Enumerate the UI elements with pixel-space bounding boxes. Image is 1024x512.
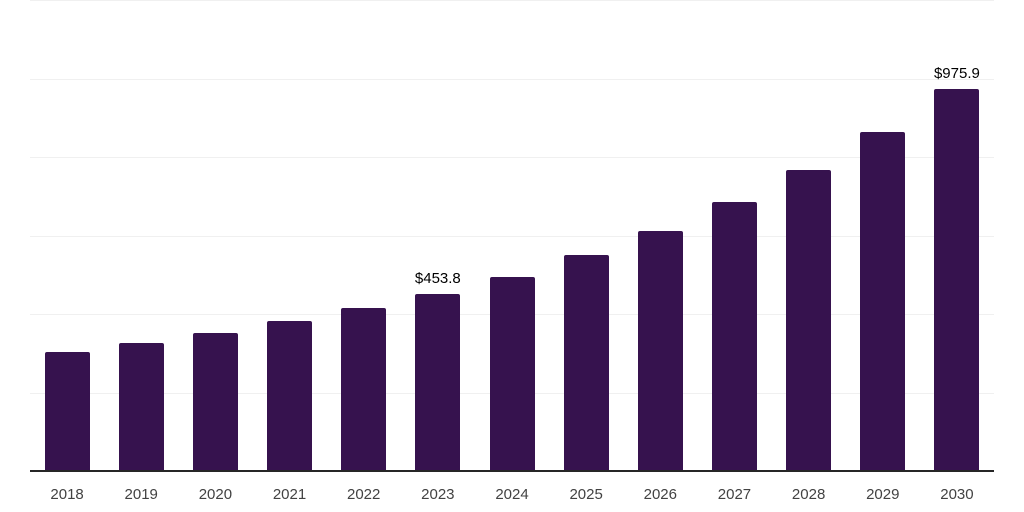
bar-2022 — [341, 307, 387, 472]
bar-2025 — [563, 255, 609, 472]
x-axis-label: 2029 — [866, 486, 900, 503]
x-axis-label: 2021 — [272, 486, 307, 503]
bar-value-label: $975.9 — [933, 64, 980, 82]
x-axis-label: 2030 — [940, 486, 974, 503]
bar-2026 — [637, 231, 683, 472]
x-axis-label: 2018 — [50, 486, 84, 503]
bar-2030 — [934, 88, 980, 472]
x-axis-label: 2022 — [347, 486, 381, 503]
x-axis-label: 2020 — [198, 486, 233, 503]
gridline — [30, 0, 994, 1]
x-axis-label: 2027 — [717, 486, 752, 503]
bar-2019 — [118, 343, 164, 472]
x-axis-label: 2025 — [569, 486, 603, 503]
bar-2018 — [44, 352, 90, 472]
gridline — [30, 235, 994, 237]
x-axis-label: 2026 — [643, 486, 677, 503]
x-axis-label: 2023 — [421, 486, 455, 503]
bar-2020 — [192, 333, 238, 472]
bar-2027 — [711, 201, 757, 472]
bar-2029 — [860, 131, 906, 472]
plot-area: 2018 2019 2020 2021 2022 $453.8 2023 2024 2025 20… — [30, 0, 994, 503]
bar-2024 — [489, 277, 535, 472]
x-axis-label: 2024 — [495, 486, 529, 503]
x-axis-label: 2019 — [124, 486, 158, 503]
gridline — [30, 78, 994, 80]
bar-2023 — [415, 293, 461, 472]
x-axis-line — [30, 470, 994, 472]
bar-2021 — [267, 320, 313, 472]
x-axis-label: 2028 — [791, 486, 826, 503]
gridline — [30, 157, 994, 158]
bar-value-label: $453.8 — [414, 269, 461, 287]
bar-2028 — [786, 169, 832, 472]
